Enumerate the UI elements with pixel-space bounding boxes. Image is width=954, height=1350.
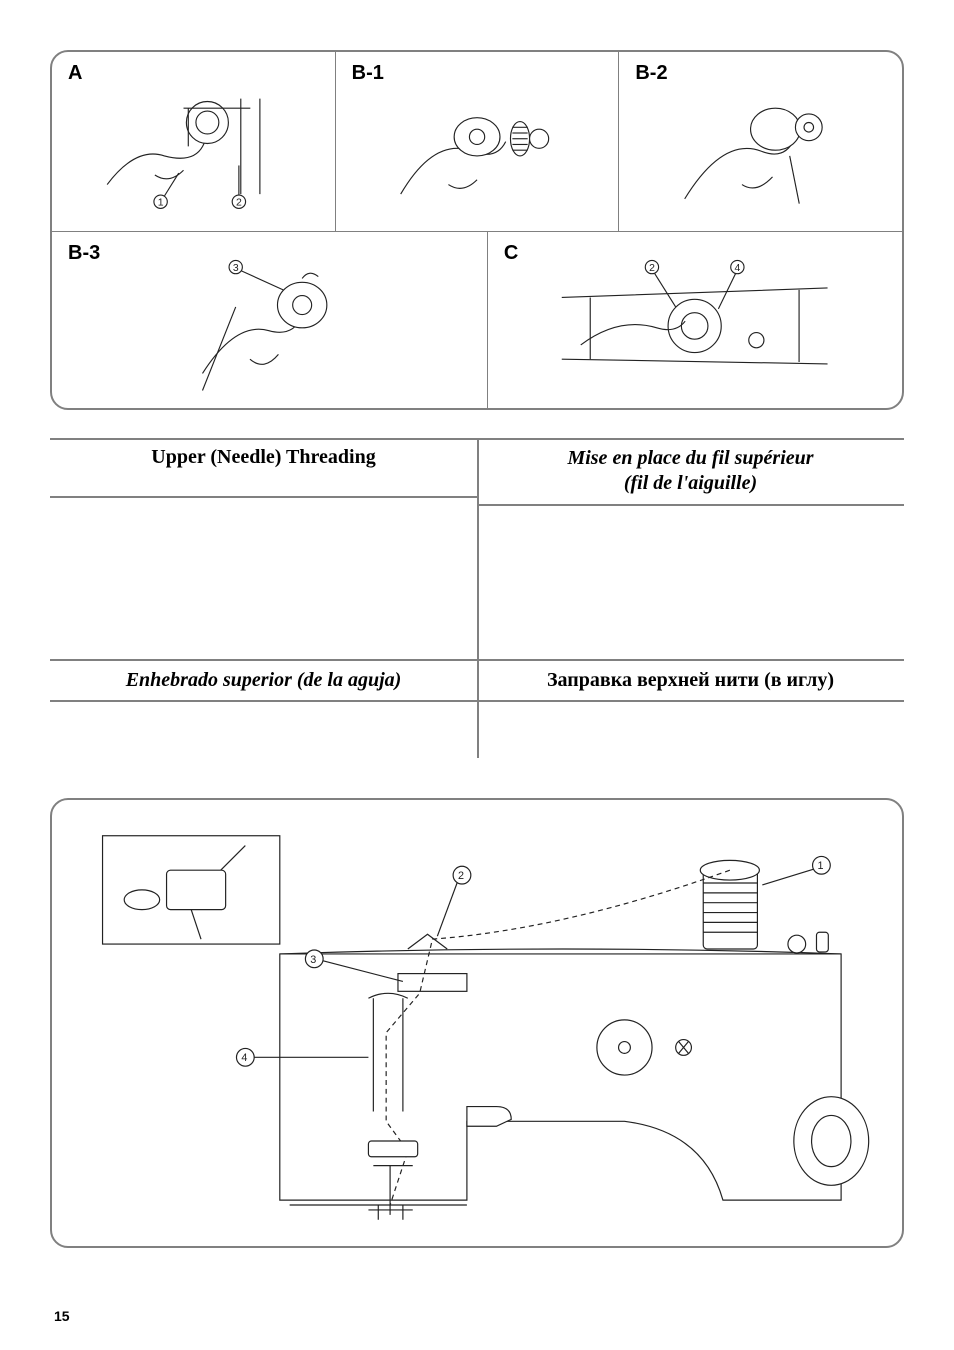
illustration-machine: 1 2 3 4 (73, 811, 881, 1235)
illustration-a: 1 2 (80, 70, 306, 213)
heading-ru: Заправка верхней нити (в иглу) (477, 659, 904, 702)
heading-en-text: Upper (Needle) Threading (151, 446, 375, 469)
callout-bottom-4: 4 (242, 1052, 248, 1064)
page-number: 15 (54, 1308, 70, 1324)
thread-spool-icon (701, 861, 760, 950)
callout-bottom-1: 1 (818, 860, 824, 872)
machine-threading-panel: 1 2 3 4 (50, 798, 904, 1248)
heading-en: Upper (Needle) Threading (50, 438, 477, 498)
section-headings: Upper (Needle) Threading Mise en place d… (50, 438, 904, 758)
bobbin-thread-icon (510, 121, 548, 155)
illustration-b2 (648, 70, 874, 213)
illustration-c: 2 4 (529, 250, 860, 392)
instruction-steps-panel: A 1 2 B-1 (50, 50, 904, 410)
illustration-b3: 3 (95, 250, 443, 392)
callout-b3-1: 3 (233, 263, 239, 274)
heading-ru-text: Заправка верхней нити (в иглу) (547, 669, 834, 692)
heading-fr-line1: Mise en place du fil supérieur (567, 446, 813, 471)
headings-divider (477, 438, 479, 758)
panel-b2: B-2 (619, 52, 902, 231)
heading-es: Enhebrado superior (de la aguja) (50, 659, 477, 702)
heading-fr-line2: (fil de l'aiguille) (567, 471, 813, 496)
panel-b3: B-3 3 (52, 232, 488, 410)
callout-a-2: 2 (236, 196, 242, 208)
callout-c-2: 4 (735, 263, 741, 274)
panel-label-a: A (68, 62, 82, 85)
callout-c-1: 2 (649, 263, 655, 274)
panel-label-c: C (504, 242, 518, 265)
panel-label-b2: B-2 (635, 62, 667, 85)
panel-label-b3: B-3 (68, 242, 100, 265)
panel-row-1: A 1 2 B-1 (52, 52, 902, 232)
heading-fr: Mise en place du fil supérieur (fil de l… (477, 438, 904, 506)
panel-label-b1: B-1 (352, 62, 384, 85)
panel-a: A 1 2 (52, 52, 336, 231)
heading-es-text: Enhebrado superior (de la aguja) (126, 669, 402, 692)
panel-c: C 2 4 (488, 232, 902, 410)
panel-row-2: B-3 3 C 2 4 (52, 232, 902, 410)
callout-a-1: 1 (158, 196, 164, 208)
panel-b1: B-1 (336, 52, 620, 231)
illustration-b1 (364, 70, 590, 213)
callout-bottom-2: 2 (458, 870, 464, 882)
callout-bottom-3: 3 (311, 954, 317, 966)
